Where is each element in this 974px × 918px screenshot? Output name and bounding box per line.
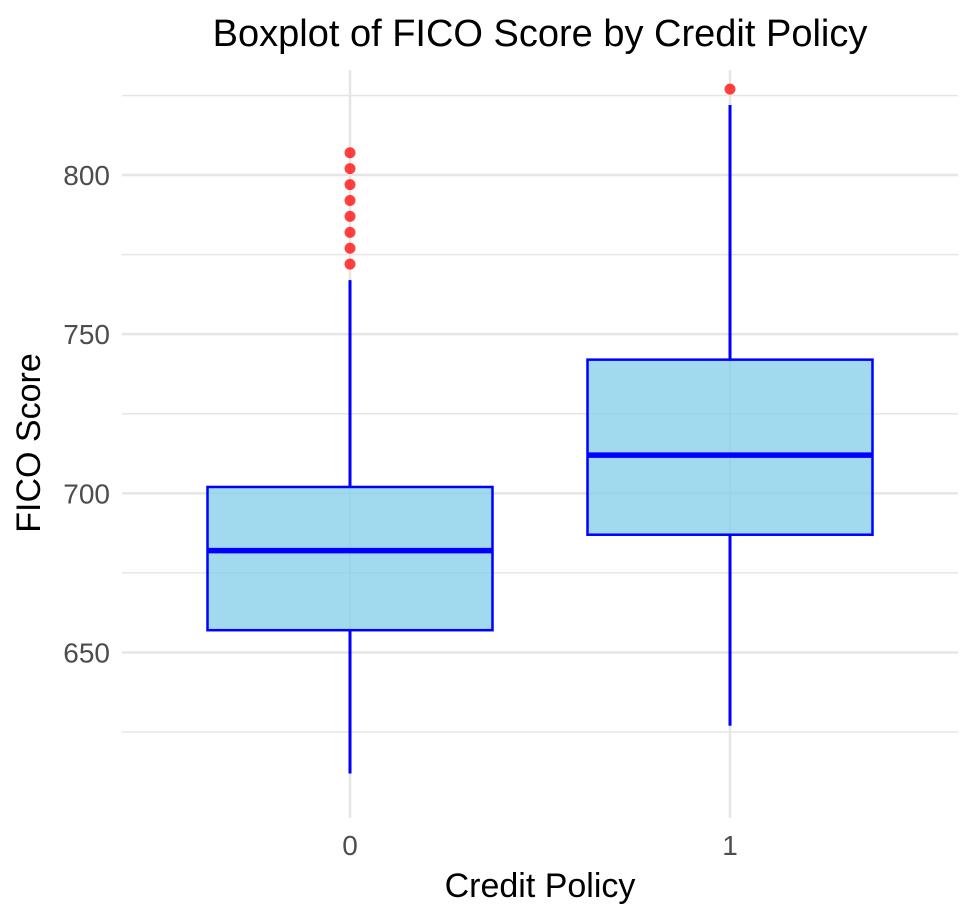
box-iqr bbox=[206, 485, 494, 632]
y-tick-label: 750 bbox=[63, 319, 110, 350]
y-tick-label: 700 bbox=[63, 478, 110, 509]
y-tick-label: 800 bbox=[63, 160, 110, 191]
outlier-point bbox=[344, 242, 356, 254]
y-tick-label: 650 bbox=[63, 637, 110, 668]
x-tick-label: 1 bbox=[722, 830, 738, 861]
boxes bbox=[206, 83, 874, 774]
x-axis-title: Credit Policy bbox=[445, 867, 636, 905]
outlier-point bbox=[344, 195, 356, 207]
outlier-point bbox=[344, 179, 356, 191]
box-group-0 bbox=[206, 147, 494, 774]
outlier-point bbox=[344, 163, 356, 175]
outlier-point bbox=[724, 83, 736, 95]
outlier-point bbox=[344, 147, 356, 159]
box-group-1 bbox=[586, 83, 874, 726]
x-tick-label: 0 bbox=[342, 830, 358, 861]
outlier-point bbox=[344, 226, 356, 238]
box-iqr bbox=[586, 358, 874, 536]
chart-title: Boxplot of FICO Score by Credit Policy bbox=[213, 13, 868, 55]
y-tick-labels: 650 700 750 800 bbox=[63, 160, 110, 668]
outlier-point bbox=[344, 258, 356, 270]
y-axis-title: FICO Score bbox=[10, 353, 48, 532]
outlier-point bbox=[344, 210, 356, 222]
